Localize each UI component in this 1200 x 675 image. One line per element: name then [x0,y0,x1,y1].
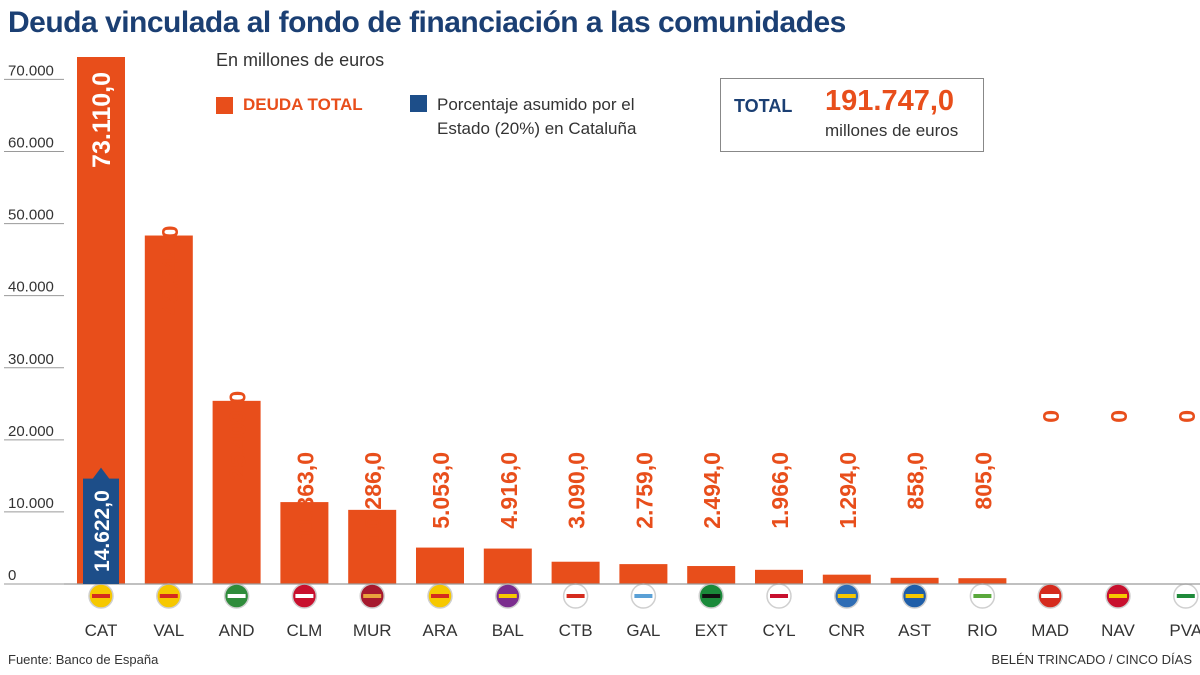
legend-swatch-state [410,95,427,112]
category-label-rio: RIO [967,621,997,640]
flag-stripe [905,594,924,598]
flag-stripe [566,594,585,598]
value-label-ast: 858,0 [903,452,929,510]
bar-cyl [755,569,803,584]
flag-stripe [159,594,178,598]
category-label-val: VAL [153,621,184,640]
bar-and [212,400,261,584]
y-tick-label: 20.000 [8,423,54,440]
bar-mur [348,509,397,584]
value-label-mad: 0 [1038,410,1064,423]
value-label-cat: 73.110,0 [88,72,116,168]
bar-cnr [822,574,871,584]
legend-item-total: DEUDA TOTAL [216,95,363,115]
value-label-ext: 2.494,0 [699,452,725,529]
y-tick-label: 30.000 [8,351,54,368]
category-label-cnr: CNR [828,621,865,640]
flag-stripe [634,594,653,598]
value-label-ctb: 3.090,0 [564,452,590,529]
value-label-gal: 2.759,0 [631,452,657,529]
legend-item-state: Porcentaje asumido por el Estado (20%) e… [410,93,637,141]
value-label-bal: 4.916,0 [496,452,522,529]
legend-swatch-total [216,97,233,114]
source-note: Fuente: Banco de España [8,652,159,667]
bar-ast [890,577,939,584]
flag-stripe [702,594,721,598]
bar-ctb [551,561,600,584]
chart-subtitle: En millones de euros [216,50,385,70]
bar-gal [619,564,668,584]
bar-val [144,235,193,584]
legend-label-state: Porcentaje asumido por el Estado (20%) e… [437,95,637,138]
category-label-ara: ARA [423,621,459,640]
flag-stripe [431,594,449,598]
author-credit: BELÉN TRINCADO / CINCO DÍAS [991,652,1192,667]
value-label-nav: 0 [1106,410,1132,423]
value-label-rio: 805,0 [970,452,996,510]
bar-ara [416,547,464,584]
total-label: TOTAL [734,96,793,116]
legend-label-total: DEUDA TOTAL [243,95,363,114]
category-label-ctb: CTB [559,621,593,640]
value-label-pva: 0 [1174,410,1200,423]
flag-stripe [363,594,382,598]
bar-clm [280,502,329,584]
flag-stripe [498,594,517,598]
flag-stripe [1109,594,1127,598]
category-label-cat: CAT [85,621,118,640]
category-label-mur: MUR [353,621,392,640]
value-label-mur: 10.286,0 [360,452,386,542]
category-label-pva: PVA [1169,621,1200,640]
category-label-mad: MAD [1031,621,1069,640]
y-tick-label: 10.000 [8,495,54,512]
chart-title: Deuda vinculada al fondo de financiación… [8,6,846,39]
value-label-ara: 5.053,0 [428,452,454,529]
y-tick-label: 50.000 [8,207,54,224]
category-label-ast: AST [898,621,931,640]
bar-rio [958,578,1007,584]
category-label-cyl: CYL [762,621,795,640]
category-label-clm: CLM [286,621,322,640]
state-arrow-marker [92,467,110,480]
y-tick-label: 40.000 [8,279,54,296]
y-tick-label: 60.000 [8,135,54,152]
flag-stripe [973,594,992,598]
flag-stripe [92,594,110,598]
total-unit: millones de euros [825,121,959,140]
category-label-bal: BAL [492,621,524,640]
total-value: 191.747,0 [825,85,955,117]
bar-bal [483,548,532,584]
y-tick-label: 0 [8,567,16,584]
flag-stripe [227,594,246,598]
total-summary-box: TOTAL 191.747,0 millones de euros [720,78,984,152]
flag-stripe [837,594,856,598]
bar-ext [687,566,736,584]
value-label-state-cat: 14.622,0 [91,490,114,572]
category-label-ext: EXT [695,621,728,640]
flag-stripe [295,594,314,598]
category-label-nav: NAV [1101,621,1135,640]
value-label-val: 48.344,0 [157,226,183,316]
value-label-clm: 11.363,0 [292,452,318,540]
flag-stripe [1176,594,1195,598]
category-label-and: AND [219,621,255,640]
y-tick-label: 70.000 [8,62,54,79]
value-label-cyl: 1.966,0 [767,452,793,529]
category-label-gal: GAL [626,621,660,640]
bar-state-cat [83,478,119,584]
value-label-and: 25.409,0 [225,391,251,481]
flag-stripe [1041,594,1060,598]
value-label-cnr: 1.294,0 [835,452,861,529]
flag-stripe [770,594,788,598]
